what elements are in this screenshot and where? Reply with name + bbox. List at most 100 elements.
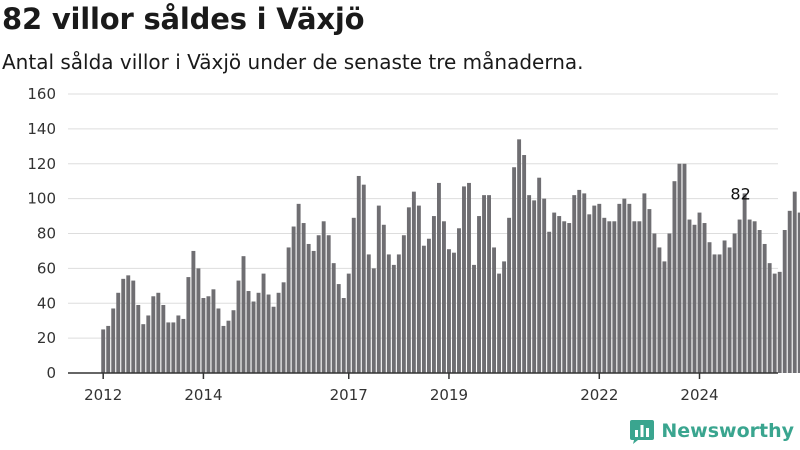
bar <box>602 217 607 373</box>
bar <box>742 193 747 373</box>
chart-title: 82 villor såldes i Växjö <box>2 2 365 36</box>
bar <box>341 298 346 373</box>
bar <box>111 308 116 373</box>
bar <box>597 203 602 373</box>
bar <box>522 155 527 373</box>
bar <box>722 240 727 373</box>
bar <box>226 320 231 373</box>
bar <box>632 221 637 373</box>
bar <box>401 235 406 373</box>
bar <box>436 182 441 373</box>
newsworthy-logo: Newsworthy <box>629 418 794 444</box>
bar <box>642 193 647 373</box>
last-value-label: 82 <box>730 185 750 204</box>
bar <box>221 325 226 373</box>
bar <box>296 203 301 373</box>
bar <box>797 212 800 373</box>
bar <box>752 221 757 373</box>
bar <box>542 198 547 374</box>
bar <box>777 271 782 373</box>
bar <box>592 205 597 373</box>
bar <box>426 238 431 373</box>
bar <box>421 245 426 373</box>
bar <box>587 214 592 373</box>
bar <box>747 219 752 373</box>
bar <box>452 252 456 373</box>
x-tick-label: 2019 <box>430 386 468 404</box>
bar-chart-logo-icon <box>630 420 655 444</box>
bar <box>186 277 191 373</box>
y-tick-label: 140 <box>27 120 56 138</box>
bar <box>196 268 201 374</box>
y-tick-label: 0 <box>46 364 56 382</box>
bar <box>161 304 166 373</box>
bar <box>316 235 321 373</box>
bar <box>787 210 792 373</box>
bar <box>311 250 316 373</box>
bar <box>236 280 241 373</box>
y-tick-label: 20 <box>37 329 56 347</box>
bar <box>552 212 557 373</box>
bar <box>121 278 126 373</box>
bar <box>326 235 331 373</box>
bar <box>772 273 777 373</box>
x-tick-label: 2014 <box>184 386 222 404</box>
bar <box>702 223 707 373</box>
bar <box>447 249 451 373</box>
annotations: 82 <box>730 185 750 204</box>
bar <box>457 228 461 373</box>
bar <box>712 254 717 373</box>
y-tick-label: 60 <box>37 259 56 277</box>
bar <box>782 230 787 373</box>
bar <box>607 221 612 373</box>
bar <box>171 322 176 373</box>
bar <box>672 181 677 373</box>
bar <box>106 325 111 373</box>
y-tick-label: 40 <box>37 294 56 312</box>
bar <box>442 221 446 373</box>
bar <box>306 243 311 373</box>
bar <box>767 263 772 373</box>
bar <box>682 163 687 373</box>
bar <box>431 216 436 373</box>
bar <box>321 221 326 373</box>
x-axis: 2012 2014 2017 2019 2022 2024 <box>68 372 778 404</box>
bar <box>622 198 627 374</box>
bar <box>206 296 211 373</box>
bar <box>146 315 151 373</box>
bar <box>141 324 146 373</box>
bar <box>477 216 481 373</box>
bar <box>201 298 206 373</box>
bar <box>532 200 537 373</box>
bar <box>231 310 236 373</box>
bar <box>612 221 617 373</box>
bar <box>331 263 336 373</box>
bar <box>301 223 306 373</box>
bar <box>577 189 582 373</box>
bar <box>266 294 271 373</box>
bar <box>497 273 502 373</box>
bar <box>216 308 221 373</box>
bar <box>467 182 471 373</box>
x-tick-label: 2022 <box>580 386 618 404</box>
bar <box>126 275 131 373</box>
bar <box>386 254 391 373</box>
bar <box>697 212 702 373</box>
bar <box>637 221 642 373</box>
bar <box>241 256 246 373</box>
y-tick-label: 160 <box>27 85 56 103</box>
bar <box>366 254 371 373</box>
bar <box>687 219 692 373</box>
chart-subtitle: Antal sålda villor i Växjö under de sena… <box>2 50 584 74</box>
bar <box>677 163 682 373</box>
bar <box>627 203 632 373</box>
bar <box>406 207 411 373</box>
bar <box>276 292 281 373</box>
y-tick-label: 100 <box>27 190 56 208</box>
bar <box>291 226 296 373</box>
bar <box>567 223 572 373</box>
bar <box>727 247 732 373</box>
bar <box>136 304 141 373</box>
bar <box>557 216 562 373</box>
